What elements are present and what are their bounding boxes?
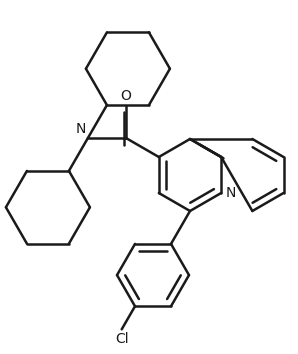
Text: N: N	[75, 122, 86, 136]
Text: O: O	[120, 89, 131, 103]
Text: N: N	[225, 186, 235, 200]
Text: Cl: Cl	[115, 332, 128, 346]
